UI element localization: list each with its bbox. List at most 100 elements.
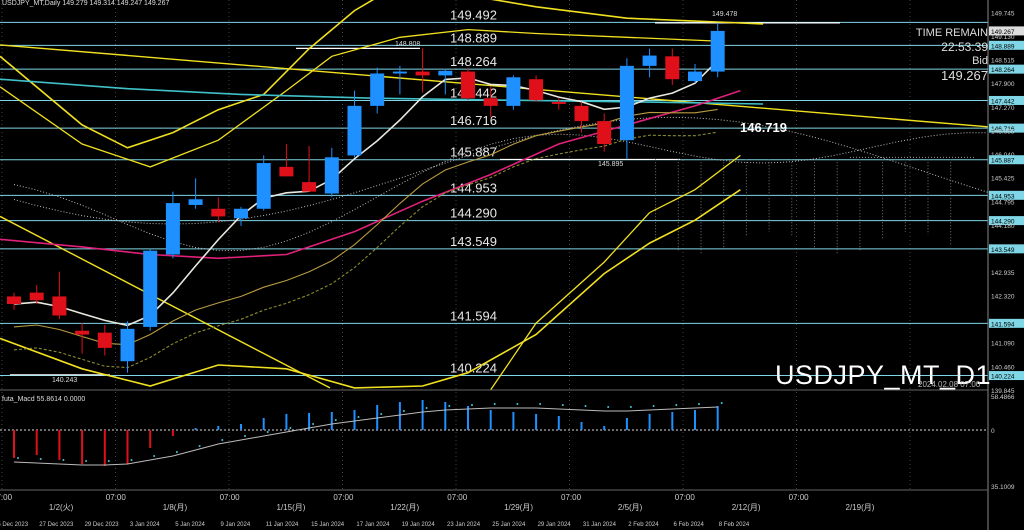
price-tick-label: 139.845: [991, 388, 1015, 395]
macd-label: futa_Macd 55.8614 0.0000: [2, 396, 86, 403]
time-upper-label: 07:00: [220, 493, 241, 502]
bollinger-lower: [0, 189, 741, 389]
symbol-title: USDJPY_MT_D1: [775, 360, 992, 390]
macd-dot: [516, 403, 519, 405]
date-label: 8 Feb 2024: [719, 522, 750, 528]
bid-value: 149.267: [941, 68, 988, 83]
date-label: 25 Dec 2023: [0, 522, 29, 528]
candle-body: [597, 121, 612, 144]
candle-body: [97, 332, 112, 348]
time-upper-label: 2/19(月): [846, 503, 875, 512]
price-tag-label: 147.442: [991, 98, 1015, 105]
time-remain-label: TIME REMAIN: [915, 27, 988, 39]
date-label: 2 Feb 2024: [628, 522, 659, 528]
candle-body: [29, 292, 44, 301]
date-label: 25 Jan 2024: [492, 522, 526, 528]
candle-body: [506, 77, 521, 106]
price-tag-bg: [989, 155, 1024, 165]
macd-dot: [198, 445, 201, 447]
price-tick-label: 145.425: [991, 175, 1015, 182]
price-tag-label: 141.594: [991, 321, 1015, 328]
candle-body: [75, 330, 90, 335]
bollinger-upper: [0, 0, 764, 149]
candle-body: [234, 208, 248, 219]
macd-dot: [561, 404, 564, 406]
price-tick-label: 146.655: [991, 128, 1015, 135]
highlight-level: 146.719: [740, 120, 787, 135]
macd-dot: [266, 431, 269, 433]
price-tag-bg: [989, 95, 1024, 105]
price-tag-bg: [989, 371, 1024, 381]
level-label: 149.492: [450, 7, 497, 22]
date-label: 23 Jan 2024: [447, 522, 481, 528]
candle-body: [529, 79, 544, 101]
date-label: 11 Jan 2024: [266, 522, 299, 528]
price-tag-label: 146.716: [991, 126, 1015, 133]
bollinger-upper-2: [0, 28, 718, 168]
level-label: 148.889: [450, 30, 497, 45]
price-tag-bg: [989, 318, 1024, 328]
date-label: 15 Jan 2024: [311, 522, 345, 528]
symbol-line: USDJPY_MT,Daily: [2, 0, 61, 7]
trendline-upper: [0, 44, 989, 128]
macd-dot: [130, 459, 133, 461]
horizontal-levels: 149.492148.889148.264147.442146.716145.8…: [0, 7, 988, 384]
ma-olive-2: [13, 131, 718, 369]
price-tick-label: 147.900: [991, 81, 1015, 88]
macd-dot: [629, 406, 632, 408]
price-tag-label: 148.889: [991, 43, 1015, 50]
price-tag-label: 140.224: [991, 374, 1015, 381]
level-label: 140.224: [450, 361, 497, 376]
price-tick-label: 140.460: [991, 365, 1015, 372]
candle-body: [143, 250, 158, 327]
macd-dot: [153, 455, 156, 457]
candle-body: [302, 182, 317, 192]
macd-dot: [425, 407, 428, 409]
candle-body: [392, 71, 407, 74]
candle-body: [574, 105, 589, 122]
time-remain-value: 22:53:39: [941, 40, 988, 54]
date-label: 6 Feb 2024: [674, 522, 705, 528]
candle-body: [120, 328, 135, 362]
candle-body: [347, 105, 362, 156]
price-tag-bg: [989, 244, 1024, 254]
candle-body: [370, 73, 385, 106]
macd-signal-line: [13, 406, 718, 466]
time-upper-label: 1/29(月): [504, 503, 533, 512]
time-upper-label: 07:00: [0, 493, 13, 502]
price-tag-bg: [989, 64, 1024, 74]
date-label: 31 Jan 2024: [583, 522, 617, 528]
ma-white: [13, 60, 719, 327]
macd-dot: [334, 419, 337, 421]
level-label: 145.887: [450, 145, 497, 160]
price-annotation: 140.243: [52, 377, 77, 384]
price-tick-label: 141.090: [991, 341, 1015, 348]
price-tick-label: 147.270: [991, 105, 1015, 112]
price-tag-bg: [989, 40, 1024, 50]
macd-dot: [402, 410, 405, 412]
time-upper-label: 07:00: [333, 493, 354, 502]
price-annotation: 148.808: [395, 41, 420, 48]
level-label: 144.290: [450, 206, 497, 221]
time-upper-label: 07:00: [789, 493, 810, 502]
date-label: 9 Jan 2024: [221, 522, 251, 528]
price-annotation: 149.478: [712, 11, 737, 18]
price-tag-label: 143.549: [991, 247, 1015, 254]
candle-body: [642, 55, 657, 66]
date-label: 29 Dec 2023: [85, 522, 120, 528]
time-upper-label: 1/15(月): [277, 503, 306, 512]
macd-dot: [107, 460, 110, 462]
candle-body: [324, 157, 339, 194]
macd-axis-label: 58.4866: [991, 394, 1015, 401]
candle-body: [256, 163, 271, 209]
date-label: 17 Jan 2024: [356, 522, 390, 528]
price-annotation: 145.895: [598, 161, 623, 168]
bollinger-lower-2: [490, 154, 741, 391]
date-label: 29 Jan 2024: [538, 522, 572, 528]
time-upper-label: 2/5(月): [618, 503, 643, 512]
macd-dot: [720, 402, 723, 404]
date-label: 3 Jan 2024: [130, 522, 160, 528]
candle-body: [7, 296, 21, 305]
macd-dot: [675, 404, 678, 406]
